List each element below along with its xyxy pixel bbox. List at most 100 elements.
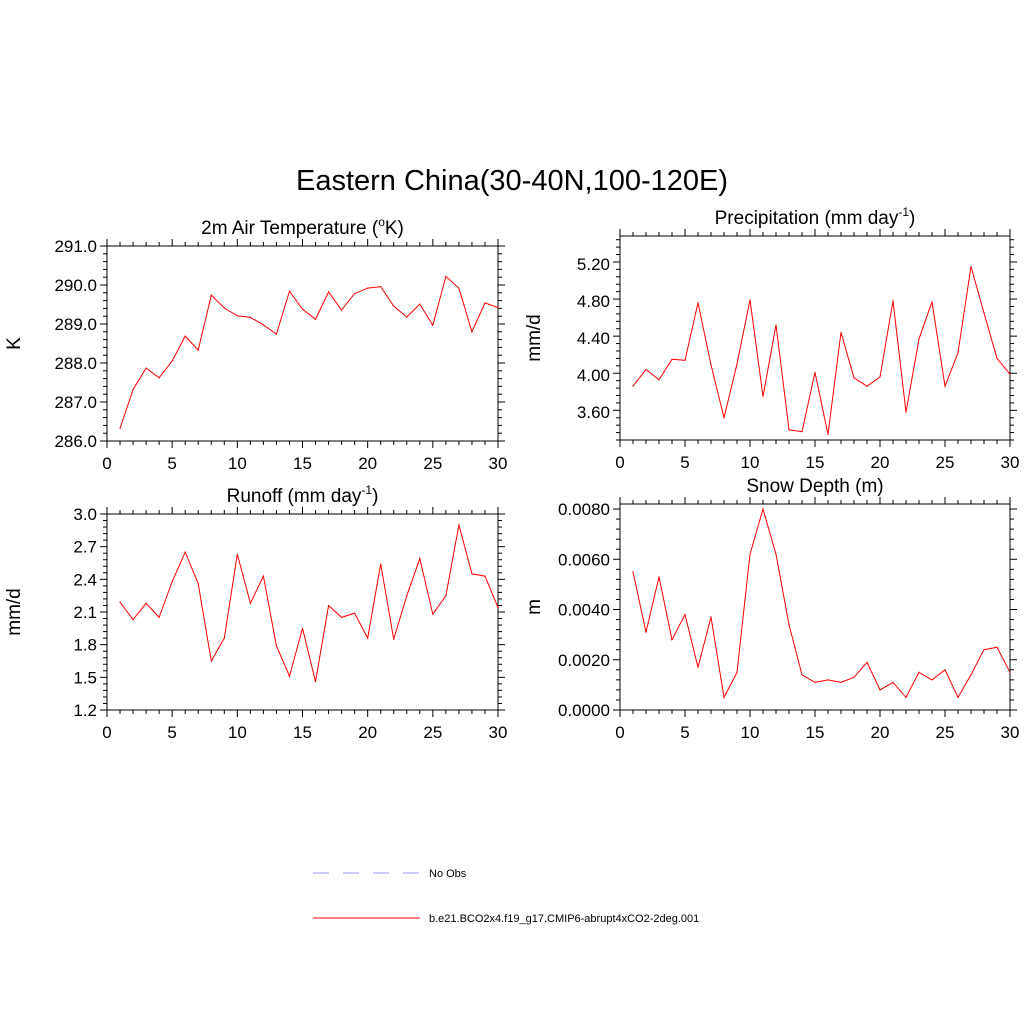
data-point (658, 576, 660, 578)
y-tick-label: 0.0000 (558, 701, 610, 720)
data-point (145, 602, 147, 604)
y-tick-label: 2.4 (73, 570, 97, 589)
x-tick-label: 20 (871, 453, 890, 472)
data-point (892, 681, 894, 683)
y-tick-label: 3.60 (577, 403, 610, 422)
data-point (393, 638, 395, 640)
panel-tas: 2m Air Temperature (oK) K 0 5 10 15 20 25 30 286.… (4, 215, 507, 473)
data-point (236, 315, 238, 317)
x-tick-label: 25 (423, 723, 442, 742)
y-tick-label: 286.0 (54, 432, 97, 451)
data-point (367, 637, 369, 639)
x-tick-label: 0 (102, 723, 111, 742)
y-tick-label: 287.0 (54, 393, 97, 412)
data-point (288, 675, 291, 677)
data-point (301, 308, 304, 310)
data-point (749, 553, 751, 555)
x-tick-label: 20 (358, 454, 377, 473)
x-tick-label: 0 (615, 723, 624, 742)
data-point (1009, 671, 1011, 673)
panel-title: Runoff (mm day-1) (227, 483, 379, 507)
data-point (697, 302, 699, 304)
data-point (184, 551, 186, 553)
x-tick-label: 5 (680, 453, 689, 472)
data-point (723, 417, 725, 419)
data-point (671, 358, 673, 360)
data-point (645, 631, 647, 633)
data-point (445, 275, 447, 278)
plot-frame (619, 503, 1011, 711)
x-tick-label: 25 (936, 453, 955, 472)
data-point (119, 601, 121, 603)
data-point (931, 301, 933, 303)
y-tick-label: 0.0080 (558, 500, 610, 519)
series-line (119, 275, 499, 429)
y-tick-label: 0.0060 (558, 550, 610, 569)
data-point (775, 553, 777, 555)
x-tick-label: 5 (167, 723, 176, 742)
data-point (905, 696, 907, 699)
data-point (918, 671, 920, 673)
data-point (736, 363, 738, 365)
data-point (223, 637, 225, 639)
x-tick-label: 10 (228, 723, 247, 742)
data-point (314, 681, 317, 683)
y-tick-label: 290.0 (54, 276, 97, 295)
data-point (905, 411, 907, 413)
data-point (184, 335, 186, 337)
data-point (288, 290, 291, 292)
plot-frame (619, 235, 1011, 441)
data-point (697, 666, 699, 668)
panel-runoff: Runoff (mm day-1) mm/d 0 5 10 15 20 25 30 1.2 1.5 1… (4, 483, 507, 742)
y-tick-label: 5.20 (577, 255, 610, 274)
legend-item: No Obs (313, 868, 467, 880)
data-point (262, 324, 264, 326)
data-point (645, 368, 647, 371)
x-tick-label: 0 (615, 453, 624, 472)
data-point (197, 583, 199, 585)
data-point (236, 553, 238, 555)
data-point (484, 575, 486, 577)
x-tick-label: 15 (806, 453, 825, 472)
legend: No Obs b.e21.BCO2x4.f19_g17.CMIP6-abrupt4… (313, 868, 699, 925)
data-point (341, 309, 343, 311)
data-point (814, 681, 816, 683)
data-point (957, 696, 959, 699)
data-point (684, 613, 686, 616)
y-tick-label: 4.40 (577, 329, 610, 348)
x-tick-label: 25 (423, 454, 442, 473)
data-point (996, 357, 998, 359)
x-tick-label: 15 (293, 723, 312, 742)
data-point (484, 302, 486, 304)
data-point (380, 285, 382, 288)
x-tick-label: 20 (871, 723, 890, 742)
x-tick-label: 25 (936, 723, 955, 742)
data-point (775, 324, 777, 326)
y-tick-label: 0.0020 (558, 651, 610, 670)
panel-title: 2m Air Temperature (oK) (201, 215, 404, 239)
data-point (801, 431, 803, 433)
data-point (866, 385, 868, 387)
data-point (827, 433, 829, 436)
data-point (788, 429, 790, 431)
x-tick-label: 5 (680, 723, 689, 742)
y-tick-label: 1.2 (73, 701, 97, 720)
y-tick-label: 1.8 (73, 636, 97, 655)
y-axis-label: mm/d (524, 314, 545, 362)
data-point (406, 595, 408, 597)
x-tick-label: 10 (741, 453, 760, 472)
data-point (723, 696, 725, 699)
y-tick-label: 288.0 (54, 354, 97, 373)
data-point (419, 558, 421, 560)
data-point (879, 376, 881, 378)
panel-snow: Snow Depth (m) m 0 5 10 15 20 25 30 0.0000 0.0020 0… (524, 476, 1019, 742)
data-point (1009, 373, 1011, 375)
panel-title: Precipitation (mm day-1) (715, 205, 916, 229)
data-point (762, 395, 764, 398)
y-tick-label: 4.00 (577, 366, 610, 385)
panel-title: Snow Depth (m) (746, 476, 883, 497)
x-tick-label: 30 (1001, 453, 1020, 472)
data-point (158, 377, 160, 379)
plot-frame (106, 513, 499, 711)
data-point (314, 318, 317, 320)
